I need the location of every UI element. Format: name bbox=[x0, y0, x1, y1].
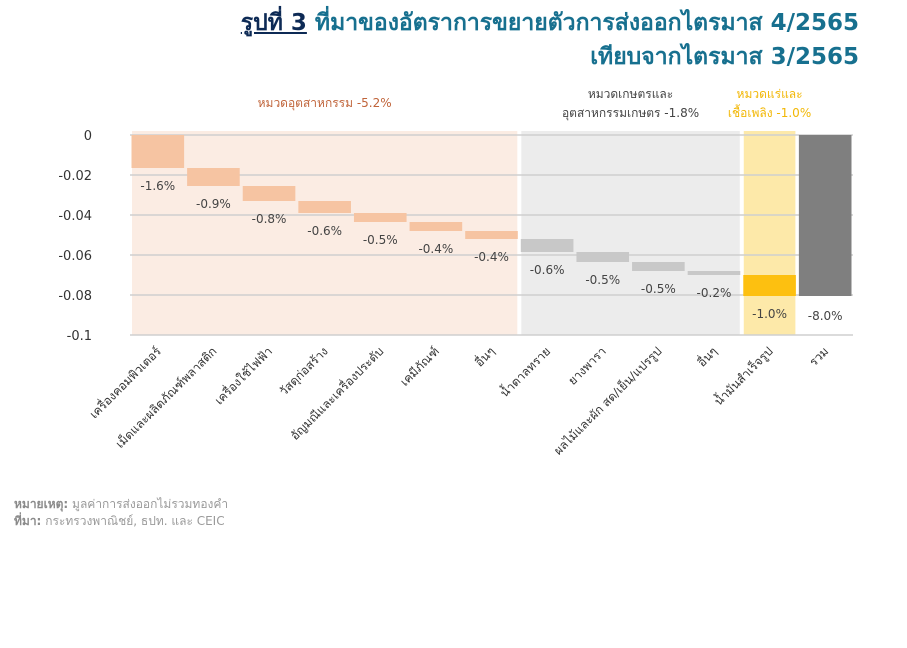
y-tick-label: 0 bbox=[84, 129, 92, 144]
x-tick-label: อื่นๆ bbox=[471, 343, 498, 370]
data-label: -0.6% bbox=[307, 224, 342, 238]
bar bbox=[687, 271, 741, 275]
x-tick-label: เม็ดและผลิตภัณฑ์พลาสติก bbox=[112, 344, 219, 451]
data-label: -0.4% bbox=[418, 242, 453, 256]
data-label: -0.5% bbox=[585, 273, 620, 287]
title-line2: เทียบจากไตรมาส 3/2565 bbox=[590, 44, 859, 70]
x-tick-label: อื่นๆ bbox=[693, 343, 720, 370]
group-label: หมวดอุตสาหกรรม -5.2% bbox=[258, 96, 392, 111]
data-label: -0.6% bbox=[530, 263, 565, 277]
bar bbox=[798, 135, 852, 296]
x-tick-label: ผลไม้และผัก สด/เย็น/แปรรูป bbox=[550, 344, 665, 459]
bar bbox=[131, 135, 185, 168]
x-tick-label: น้ำตาลทราย bbox=[496, 343, 553, 400]
y-tick-label: -0.02 bbox=[58, 169, 92, 184]
bar bbox=[520, 239, 574, 252]
x-tick-label: เครื่องใช้ไฟฟ้า bbox=[211, 343, 276, 408]
bar bbox=[632, 262, 685, 271]
y-tick-label: -0.06 bbox=[58, 249, 92, 264]
bar bbox=[409, 222, 463, 231]
data-label: -0.4% bbox=[474, 250, 509, 264]
data-label: -1.0% bbox=[752, 307, 787, 321]
x-tick-label: อัญมณีและเครื่องประดับ bbox=[286, 343, 386, 443]
y-tick-label: -0.1 bbox=[67, 329, 92, 344]
note-label: หมายเหตุ: bbox=[14, 497, 69, 511]
x-tick-label: รวม bbox=[806, 344, 831, 369]
x-tick-label: เคมีภัณฑ์ bbox=[397, 344, 442, 389]
data-label: -0.5% bbox=[641, 282, 676, 296]
group-label: หมวดแร่และ bbox=[737, 87, 803, 101]
x-tick-label: วัสดุก่อสร้าง bbox=[277, 344, 332, 399]
group-background bbox=[521, 131, 740, 335]
bar bbox=[465, 231, 518, 239]
data-label: -0.8% bbox=[252, 212, 287, 226]
group-label: หมวดเกษตรและ bbox=[588, 87, 673, 101]
group-background bbox=[743, 131, 796, 335]
source-label: ที่มา: bbox=[14, 514, 42, 528]
title-line1: ที่มาของอัตราการขยายตัวการส่งออกไตรมาส 4… bbox=[314, 10, 859, 36]
y-tick-label: -0.08 bbox=[58, 289, 92, 304]
bar bbox=[576, 252, 630, 262]
bar bbox=[298, 201, 351, 213]
y-tick-label: -0.04 bbox=[58, 209, 92, 224]
x-tick-label: น้ำมันสำเร็จรูป bbox=[710, 343, 776, 409]
data-label: -0.2% bbox=[697, 286, 732, 300]
data-label: -0.5% bbox=[363, 233, 398, 247]
figure-number: รูปที่ 3 bbox=[240, 10, 307, 36]
x-tick-label: ยางพารา bbox=[565, 344, 608, 387]
data-label: -1.6% bbox=[140, 179, 175, 193]
chart-title: รูปที่ 3 ที่มาของอัตราการขยายตัวการส่งออ… bbox=[241, 6, 859, 74]
notes: หมายเหตุ: มูลค่าการส่งออกไม่รวมทองคำ ที่… bbox=[14, 496, 228, 530]
bar bbox=[353, 213, 407, 222]
bar bbox=[242, 186, 296, 201]
bar bbox=[743, 275, 796, 296]
source-text: กระทรวงพาณิชย์, ธปท. และ CEIC bbox=[45, 514, 225, 528]
group-background bbox=[132, 131, 518, 335]
bar bbox=[187, 168, 240, 186]
data-label: -0.9% bbox=[196, 197, 231, 211]
group-label: เชื้อเพลิง -1.0% bbox=[728, 104, 811, 120]
note-text: มูลค่าการส่งออกไม่รวมทองคำ bbox=[72, 497, 229, 511]
data-label: -8.0% bbox=[808, 309, 843, 323]
group-label: อุตสาหกรรมเกษตร -1.8% bbox=[562, 106, 699, 121]
